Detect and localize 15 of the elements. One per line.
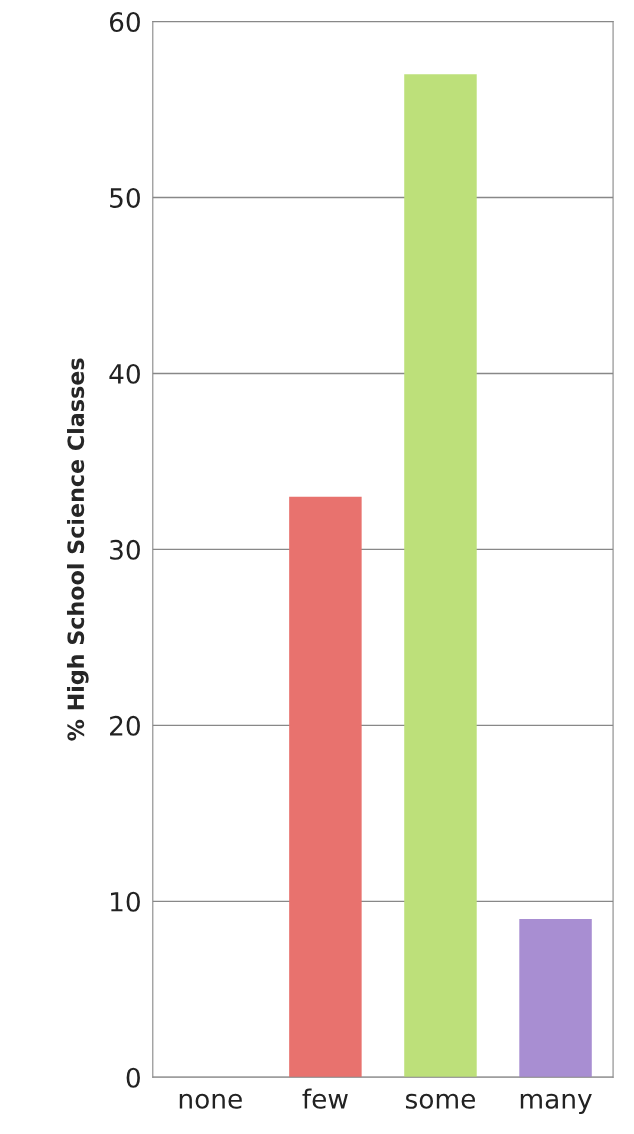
y-tick-label: 50: [110, 187, 140, 208]
y-tick-label: 20: [110, 715, 140, 736]
y-tick-label: 0: [126, 1067, 140, 1088]
x-tick-label: none: [179, 1093, 242, 1109]
y-tick-label: 40: [109, 363, 140, 384]
y-tick-label: 10: [111, 891, 140, 912]
bar: [289, 496, 362, 1078]
y-axis-title: % High School Science Classes: [66, 358, 89, 741]
y-tick-label: 30: [110, 539, 140, 560]
y-tick-label: 60: [109, 11, 140, 32]
bar: [404, 74, 477, 1078]
x-tick-label: many: [520, 1093, 592, 1114]
x-tick-label: few: [302, 1088, 348, 1109]
bar: [519, 918, 592, 1078]
x-tick-label: some: [405, 1093, 475, 1109]
